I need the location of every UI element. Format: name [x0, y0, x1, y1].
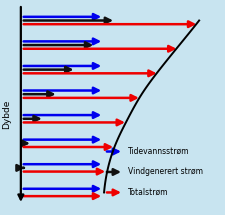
Text: Vindgenerert strøm: Vindgenerert strøm — [128, 167, 203, 177]
Text: Totalstrøm: Totalstrøm — [128, 188, 168, 197]
Text: Tidevannsstrøm: Tidevannsstrøm — [128, 147, 189, 156]
Text: Dybde: Dybde — [2, 100, 11, 129]
